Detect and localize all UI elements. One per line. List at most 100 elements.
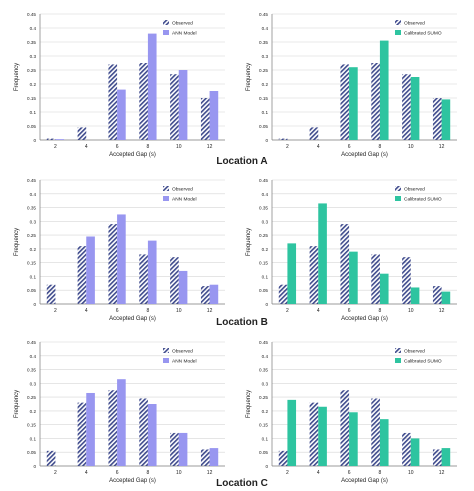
y-tick-label: 0.2 — [30, 247, 37, 252]
y-tick-label: 0.2 — [262, 247, 269, 252]
legend-swatch — [395, 196, 401, 201]
observed-bar — [371, 398, 380, 466]
y-tick-label: 0.3 — [30, 219, 37, 224]
x-axis-label: Accepted Gap (s) — [341, 478, 388, 484]
legend-swatch — [163, 30, 169, 35]
calibrated-sumo-bar — [410, 77, 420, 140]
ann-model-bar — [178, 70, 188, 140]
y-tick-label: 0.35 — [259, 368, 268, 373]
x-tick-label: 4 — [85, 144, 88, 150]
y-tick-label: 0.05 — [259, 124, 268, 129]
legend-swatch — [395, 186, 401, 191]
ann-model-bar — [209, 448, 219, 466]
observed-bar — [77, 127, 87, 140]
x-tick-label: 8 — [147, 470, 150, 476]
y-tick-label: 0.1 — [30, 110, 37, 115]
calibrated-sumo-bar — [379, 419, 389, 466]
y-tick-label: 0.2 — [262, 409, 269, 414]
y-tick-label: 0 — [33, 464, 36, 469]
x-tick-label: 4 — [85, 470, 88, 476]
x-tick-label: 6 — [116, 470, 119, 476]
x-tick-label: 12 — [207, 308, 213, 314]
calibrated-sumo-bar — [349, 251, 358, 304]
y-tick-label: 0.2 — [262, 82, 269, 87]
x-tick-label: 4 — [317, 470, 320, 476]
legend-label: Observed — [172, 187, 193, 193]
chart-panel-2: 0 0.05 0.1 0.15 0.2 0.25 0.3 0.35 0.4 0.45 2 4 6 8 10 1… — [246, 12, 457, 158]
y-tick-label: 0.35 — [259, 206, 268, 211]
y-tick-label: 0.3 — [262, 219, 269, 224]
observed-bar — [200, 286, 210, 304]
observed-bar — [340, 390, 350, 466]
x-axis-label: Accepted Gap (s) — [109, 478, 156, 484]
ann-model-bar — [178, 432, 188, 466]
y-axis-label: Frequency — [14, 228, 20, 256]
y-tick-label: 0.45 — [27, 340, 36, 345]
location-a-title: Location A — [216, 156, 268, 167]
x-axis-label: Accepted Gap (s) — [341, 152, 388, 158]
ann-model-bar — [147, 240, 157, 304]
legend-label: ANN Model — [172, 31, 197, 37]
x-tick-label: 2 — [54, 144, 57, 150]
legend-label: Observed — [404, 21, 425, 27]
ann-model-bar — [147, 33, 157, 140]
calibrated-sumo-bar — [441, 99, 451, 140]
y-tick-label: 0.1 — [30, 436, 37, 441]
observed-bar — [170, 74, 179, 140]
ann-model-bar — [86, 236, 95, 304]
location-c-title: Location C — [216, 478, 268, 489]
location-b-title: Location B — [216, 317, 268, 328]
legend-label: Observed — [172, 21, 193, 27]
y-axis-label: Frequency — [246, 63, 252, 91]
calibrated-sumo-bar — [318, 203, 327, 304]
x-tick-label: 8 — [147, 308, 150, 314]
ann-model-bar — [209, 284, 219, 304]
y-tick-label: 0 — [265, 464, 268, 469]
y-tick-label: 0.1 — [262, 436, 269, 441]
y-tick-label: 0.4 — [30, 192, 37, 197]
y-tick-label: 0.4 — [262, 26, 269, 31]
legend-label: Calibrated SUMO — [404, 31, 442, 37]
calibrated-sumo-bar — [441, 448, 451, 466]
y-tick-label: 0.05 — [27, 288, 36, 293]
observed-bar — [46, 284, 56, 304]
y-tick-label: 0.3 — [262, 54, 269, 59]
y-axis-label: Frequency — [246, 390, 252, 418]
y-axis-label: Frequency — [246, 228, 252, 256]
legend-label: Calibrated SUMO — [404, 197, 442, 203]
x-tick-label: 4 — [317, 308, 320, 314]
legend-swatch — [163, 196, 169, 201]
x-tick-label: 10 — [408, 308, 414, 314]
observed-bar — [139, 63, 148, 140]
y-tick-label: 0.4 — [262, 354, 269, 359]
observed-bar — [170, 432, 179, 466]
y-tick-label: 0.15 — [259, 261, 268, 266]
y-tick-label: 0 — [33, 138, 36, 143]
y-tick-label: 0.3 — [30, 54, 37, 59]
y-tick-label: 0.25 — [27, 233, 36, 238]
y-tick-label: 0.1 — [262, 274, 269, 279]
calibrated-sumo-bar — [379, 273, 389, 304]
x-tick-label: 12 — [439, 144, 445, 150]
observed-bar — [77, 246, 87, 304]
observed-bar — [371, 63, 380, 140]
y-tick-label: 0.45 — [259, 12, 268, 17]
y-tick-label: 0 — [33, 302, 36, 307]
y-tick-label: 0.35 — [27, 368, 36, 373]
x-tick-label: 6 — [116, 308, 119, 314]
observed-bar — [432, 449, 442, 466]
x-tick-label: 8 — [379, 308, 382, 314]
y-tick-label: 0.05 — [27, 124, 36, 129]
y-tick-label: 0.25 — [27, 68, 36, 73]
y-tick-label: 0.2 — [30, 409, 37, 414]
y-tick-label: 0.1 — [30, 274, 37, 279]
x-tick-label: 2 — [286, 470, 289, 476]
x-tick-label: 2 — [286, 144, 289, 150]
calibrated-sumo-bar — [287, 243, 297, 304]
legend-label: Observed — [404, 349, 425, 355]
x-axis-label: Accepted Gap (s) — [109, 316, 156, 322]
y-tick-label: 0.4 — [262, 192, 269, 197]
y-tick-label: 0.05 — [259, 288, 268, 293]
y-tick-label: 0 — [265, 302, 268, 307]
observed-bar — [340, 64, 350, 140]
